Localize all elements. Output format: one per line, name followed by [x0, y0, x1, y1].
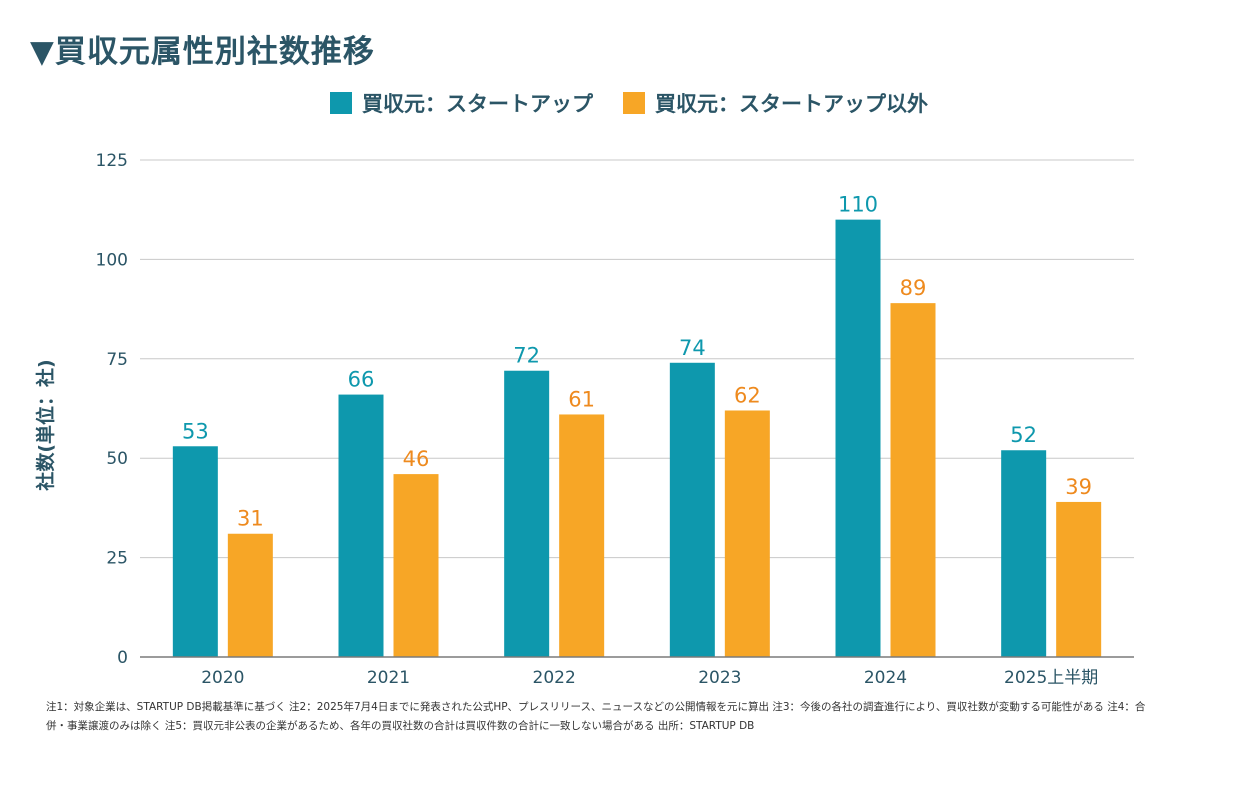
data-label-startup-2020: 53 [182, 419, 209, 443]
data-labels: 53 31 66 46 72 61 74 62 110 89 52 39 [182, 193, 1092, 531]
data-label-startup-2024: 110 [838, 193, 878, 217]
legend-label-non-startup: 買収元：スタートアップ以外 [655, 92, 928, 116]
legend-swatch-startup [330, 92, 352, 114]
x-tick-label: 2024 [864, 668, 907, 688]
chart-title: ▼買収元属性別社数推移 [30, 34, 375, 70]
legend-label-startup: 買収元：スタートアップ [362, 92, 593, 116]
bar-startup-2025上半期 [1001, 450, 1047, 657]
bar-non-startup-2023 [724, 410, 770, 657]
x-tick-label: 2025上半期 [1004, 668, 1098, 688]
x-tick-label: 2020 [201, 668, 244, 688]
footnote: 注1：対象企業は、STARTUP DB掲載基準に基づく 注2：2025年7月4日… [46, 701, 1146, 732]
data-label-non-startup-2025上半期: 39 [1065, 475, 1092, 499]
data-label-non-startup-2021: 46 [403, 447, 430, 471]
axes: 0 25 50 75 100 125 2020 2021 2022 2023 2024 2025上半期 [96, 151, 1134, 688]
y-tick-label: 50 [106, 449, 128, 469]
bar-non-startup-2021 [393, 474, 439, 657]
gridlines [140, 159, 1134, 559]
data-label-startup-2022: 72 [513, 344, 540, 368]
y-tick-label: 100 [96, 250, 128, 270]
bar-non-startup-2022 [559, 414, 605, 657]
y-tick-label: 0 [117, 648, 128, 668]
bar-startup-2022 [504, 370, 550, 657]
data-label-startup-2021: 66 [348, 368, 375, 392]
y-tick-label: 25 [106, 549, 128, 569]
bar-chart: 53 31 66 46 72 61 74 62 110 89 52 39 0 25 50 75 100 125 2… [34, 151, 1134, 688]
bar-non-startup-2020 [227, 533, 273, 657]
y-tick-label: 125 [96, 151, 128, 171]
data-label-non-startup-2020: 31 [237, 507, 264, 531]
data-label-startup-2023: 74 [679, 336, 706, 360]
bar-non-startup-2025上半期 [1056, 501, 1102, 657]
legend-item-startup: 買収元：スタートアップ [330, 88, 593, 118]
data-label-non-startup-2022: 61 [568, 387, 595, 411]
bar-startup-2023 [669, 362, 715, 657]
data-label-non-startup-2023: 62 [734, 383, 761, 407]
x-tick-label: 2021 [367, 668, 410, 688]
data-label-startup-2025上半期: 52 [1010, 423, 1037, 447]
bar-startup-2024 [835, 219, 881, 657]
legend-item-non-startup: 買収元：スタートアップ以外 [623, 88, 928, 118]
y-tick-label: 75 [106, 350, 128, 370]
y-axis-label: 社数(単位：社) [34, 359, 57, 491]
bars [172, 219, 1102, 657]
bar-non-startup-2024 [890, 303, 936, 657]
data-label-non-startup-2024: 89 [900, 276, 927, 300]
x-tick-label: 2022 [533, 668, 576, 688]
x-tick-label: 2023 [698, 668, 741, 688]
legend: 買収元：スタートアップ 買収元：スタートアップ以外 [330, 88, 958, 118]
bar-startup-2020 [172, 446, 218, 657]
bar-startup-2021 [338, 394, 384, 657]
legend-swatch-non-startup [623, 92, 645, 114]
